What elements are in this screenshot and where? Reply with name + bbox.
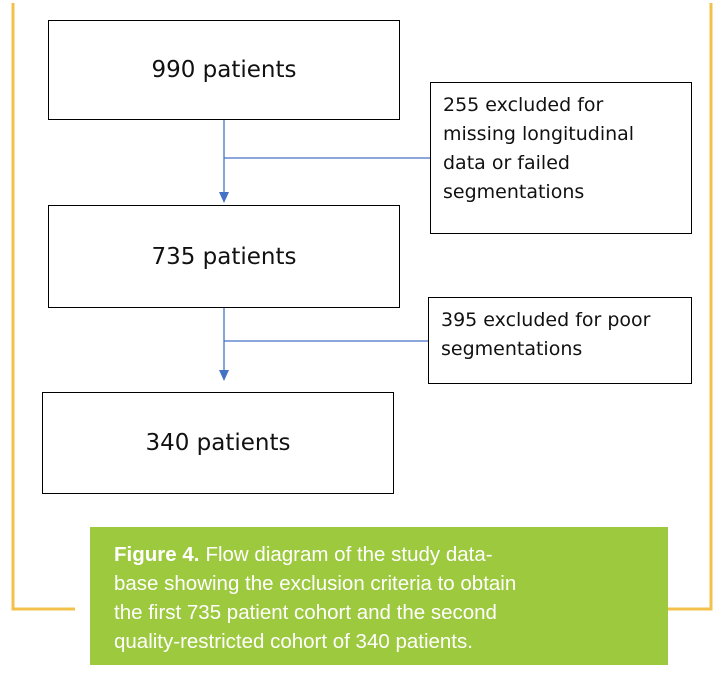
exclusion-text: missing longitudinal [443, 123, 635, 145]
exclusion-text: segmentations [441, 338, 583, 360]
exclusion-text: 255 excluded for [443, 94, 604, 116]
caption: Figure 4. Flow diagram of the study data-… [90, 527, 668, 665]
caption-line: Figure 4. Flow diagram of the study data- [114, 540, 668, 569]
exclusion-text: data or failed [443, 152, 570, 174]
caption-text: Flow diagram of the study data- [205, 543, 493, 566]
exclusion-text: segmentations [443, 181, 585, 203]
node-label: 990 patients [151, 57, 297, 83]
caption-label: Figure 4. [114, 543, 200, 566]
exclusion-text: 395 excluded for poor [441, 309, 651, 331]
node-label: 735 patients [151, 243, 297, 270]
exclusion-box: 255 excluded for missing longitudinal da… [430, 82, 692, 234]
caption-text: quality-restricted cohort of 340 patient… [114, 630, 473, 653]
node-label: 340 patients [145, 430, 291, 456]
caption-text: base showing the exclusion criteria to o… [114, 572, 517, 595]
frame-left [11, 3, 75, 611]
node: 735 patients [48, 205, 400, 308]
exclusion-box: 395 excluded for poor segmentations [428, 297, 692, 384]
node: 990 patients [48, 20, 400, 120]
node: 340 patients [42, 392, 394, 494]
caption-text: the first 735 patient cohort and the sec… [114, 601, 497, 624]
frame-right [660, 3, 713, 611]
arrowhead [219, 192, 229, 203]
arrowhead [219, 370, 229, 381]
